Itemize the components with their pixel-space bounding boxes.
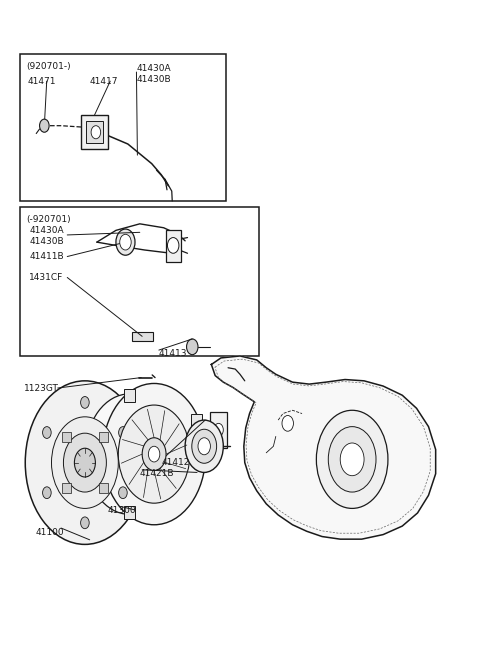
Text: 41411B: 41411B bbox=[29, 252, 64, 261]
Circle shape bbox=[316, 410, 388, 509]
Text: 41421B: 41421B bbox=[140, 469, 174, 478]
Text: 41430A: 41430A bbox=[136, 64, 171, 73]
Text: 41430B: 41430B bbox=[29, 237, 64, 246]
Circle shape bbox=[148, 446, 160, 462]
Text: 41471: 41471 bbox=[28, 77, 56, 85]
Circle shape bbox=[118, 405, 190, 503]
Circle shape bbox=[168, 238, 179, 253]
Circle shape bbox=[142, 438, 166, 470]
Circle shape bbox=[120, 235, 131, 250]
Circle shape bbox=[282, 415, 293, 431]
Bar bbox=[124, 506, 135, 519]
Bar bbox=[61, 483, 71, 493]
Circle shape bbox=[119, 487, 127, 499]
Bar bbox=[99, 432, 108, 442]
Bar bbox=[21, 207, 259, 356]
Circle shape bbox=[43, 426, 51, 438]
Bar bbox=[99, 483, 108, 493]
Circle shape bbox=[116, 229, 135, 255]
Text: 41430B: 41430B bbox=[136, 76, 171, 84]
Text: 1431CF: 1431CF bbox=[29, 273, 63, 282]
Circle shape bbox=[192, 429, 216, 463]
Text: (-920701): (-920701) bbox=[26, 215, 71, 223]
Text: 41100: 41100 bbox=[36, 528, 64, 537]
Bar bbox=[191, 414, 203, 427]
Text: 41413: 41413 bbox=[159, 349, 187, 358]
Bar bbox=[86, 121, 103, 143]
Bar bbox=[132, 332, 153, 341]
Circle shape bbox=[340, 443, 364, 476]
Circle shape bbox=[85, 394, 173, 514]
Circle shape bbox=[63, 433, 107, 492]
Circle shape bbox=[119, 426, 127, 438]
Bar bbox=[124, 389, 135, 402]
Circle shape bbox=[51, 417, 118, 509]
Circle shape bbox=[103, 384, 205, 525]
Circle shape bbox=[74, 448, 96, 477]
Text: 41417: 41417 bbox=[90, 77, 118, 85]
Bar bbox=[81, 115, 108, 149]
Circle shape bbox=[43, 487, 51, 499]
Text: (920701-): (920701-) bbox=[26, 62, 71, 70]
Circle shape bbox=[81, 397, 89, 408]
Circle shape bbox=[328, 426, 376, 492]
Circle shape bbox=[214, 423, 223, 436]
Circle shape bbox=[91, 125, 101, 139]
Bar bbox=[210, 411, 227, 447]
Circle shape bbox=[187, 339, 198, 355]
Circle shape bbox=[81, 517, 89, 529]
Bar bbox=[21, 54, 226, 201]
Text: 1123GT: 1123GT bbox=[24, 384, 59, 392]
Bar bbox=[61, 432, 71, 442]
Circle shape bbox=[198, 438, 210, 455]
Circle shape bbox=[185, 420, 223, 472]
Bar bbox=[166, 231, 181, 261]
Circle shape bbox=[39, 119, 49, 132]
Text: 41300: 41300 bbox=[108, 506, 136, 515]
Text: 41430A: 41430A bbox=[29, 226, 64, 235]
Polygon shape bbox=[211, 356, 436, 539]
Text: 41412: 41412 bbox=[161, 458, 190, 467]
Circle shape bbox=[25, 381, 144, 545]
